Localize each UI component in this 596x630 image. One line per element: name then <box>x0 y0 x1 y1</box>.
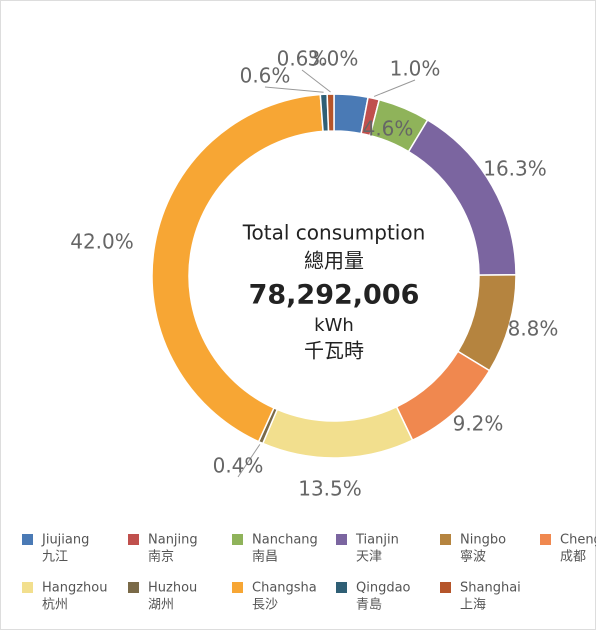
legend-label: Huzhou <box>148 581 197 596</box>
legend-label-zh: 南京 <box>148 549 174 565</box>
legend-label: Nanjing <box>148 533 198 548</box>
legend-swatch <box>440 582 451 593</box>
legend-swatch <box>128 534 139 545</box>
data-label: 3.0% <box>308 47 359 71</box>
legend-swatch <box>440 534 451 545</box>
center-total: 78,292,006 <box>249 280 420 311</box>
legend-label: Hangzhou <box>42 581 108 596</box>
legend-label: Ningbo <box>460 533 506 548</box>
legend-label-zh: 杭州 <box>42 598 68 613</box>
legend-label-zh: 天津 <box>356 550 382 565</box>
legend-label-zh: 青島 <box>356 598 382 613</box>
legend-swatch <box>336 534 347 545</box>
data-label: 1.0% <box>390 57 441 81</box>
legend-swatch <box>540 534 551 545</box>
data-label: 0.6% <box>240 64 291 88</box>
legend-swatch <box>336 582 347 593</box>
data-label: 16.3% <box>483 157 547 181</box>
center-line2: 總用量 <box>304 249 364 273</box>
center-unit: kWh <box>314 315 354 336</box>
legend-label: Changsha <box>252 581 317 596</box>
leader-line <box>264 86 324 93</box>
legend-swatch <box>128 582 139 593</box>
data-label: 8.8% <box>508 317 559 341</box>
legend-label: Chengdu <box>560 533 596 548</box>
legend-swatch <box>232 582 243 593</box>
legend-label-zh: 成都 <box>560 550 586 565</box>
data-label: 0.4% <box>213 454 264 478</box>
legend-label: Tianjin <box>355 533 399 548</box>
center-unit-zh: 千瓦時 <box>304 339 364 363</box>
legend-label-zh: 上海 <box>460 598 486 613</box>
legend-label-zh: 寧波 <box>460 549 486 565</box>
data-label: 13.5% <box>298 477 362 501</box>
leader-line <box>301 69 331 93</box>
legend-label: Jiujiang <box>41 533 89 548</box>
data-label: 4.6% <box>363 117 414 141</box>
legend-label: Nanchang <box>252 533 318 548</box>
legend-label-zh: 九江 <box>42 550 68 565</box>
data-label: 42.0% <box>70 230 134 254</box>
leader-line <box>373 79 416 97</box>
legend-label: Qingdao <box>356 581 411 596</box>
legend-label-zh: 湖州 <box>148 598 174 613</box>
center-line1: Total consumption <box>242 221 426 245</box>
legend-swatch <box>22 534 33 545</box>
legend-label-zh: 南昌 <box>252 549 278 565</box>
leader-line <box>237 444 261 478</box>
legend-swatch <box>22 582 33 593</box>
slice <box>326 93 335 132</box>
legend-label-zh: 長沙 <box>252 598 278 613</box>
data-label: 0.6% <box>277 47 328 71</box>
data-label: 9.2% <box>453 412 504 436</box>
legend-label: Shanghai <box>460 581 521 596</box>
legend-swatch <box>232 534 243 545</box>
